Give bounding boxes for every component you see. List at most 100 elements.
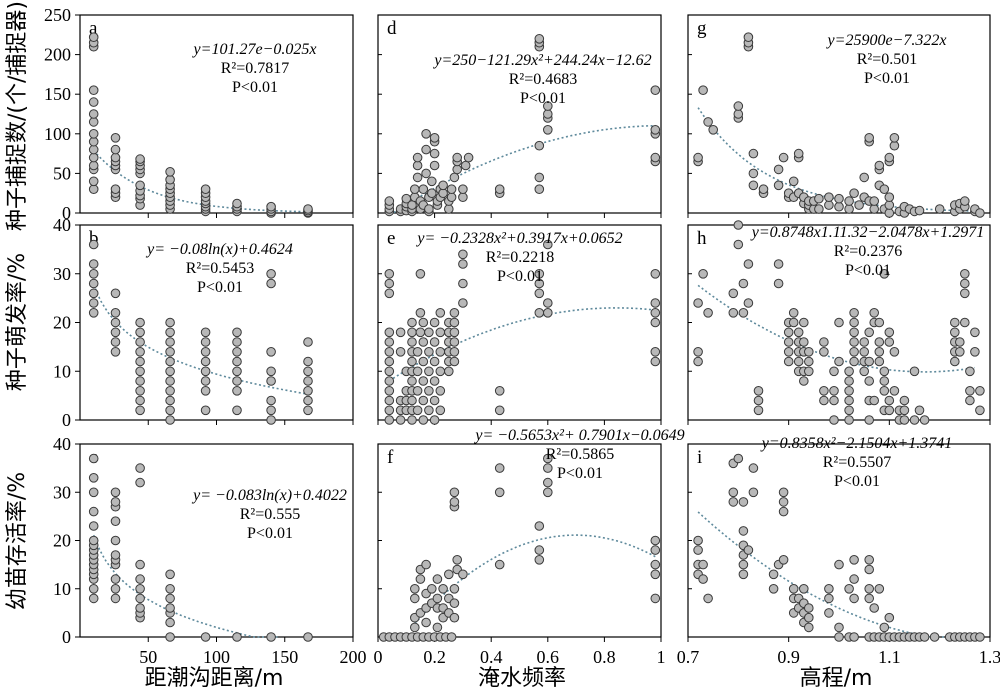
data-point [534,521,545,531]
data-point [110,337,121,347]
data-point [829,415,839,425]
data-point [738,497,749,507]
x-tick-label: 50 [139,647,157,667]
data-point [165,405,175,416]
data-point [874,356,885,367]
panel-letter: f [387,447,394,468]
data-point [960,288,970,299]
data-point [778,555,789,565]
data-point [432,574,443,584]
data-point [650,269,661,279]
data-point [421,168,431,179]
data-point [449,487,460,498]
data-point [814,193,824,204]
data-point [449,356,460,367]
data-point [165,593,175,604]
data-point [824,192,834,202]
regression-equation: y= −0.5653x²+ 0.7901x−0.0649 [473,427,684,444]
data-point [650,85,661,95]
regression-equation: y=250−121.29x²+244.24x−12.62 [432,52,651,69]
data-point [412,160,423,171]
data-point [914,205,925,216]
data-point [384,356,395,367]
data-point [200,356,211,367]
data-point [384,196,395,206]
x-axis-label-distance: 距潮沟距离/m [145,666,284,691]
data-point [200,184,211,194]
r-squared-label: R²=0.501 [857,51,918,68]
data-point [135,347,145,357]
trend-line [411,534,656,628]
data-point [650,298,661,308]
data-point [849,356,859,367]
data-point [874,584,885,594]
data-point [458,249,468,260]
data-point [200,632,211,642]
panel-c: 01020304050100150200cy= −0.083ln(x)+0.40… [53,434,367,667]
data-point [266,269,276,279]
x-tick-label: 1.1 [878,647,901,667]
data-point [975,632,985,642]
data-point [534,184,545,194]
data-point [88,184,99,194]
data-point [899,405,910,416]
y-tick-label: 40 [53,215,71,235]
data-point [834,559,844,570]
plot-frame [79,443,354,638]
data-point [266,395,276,406]
data-point [889,347,900,357]
data-point [165,366,175,377]
data-point [135,603,145,613]
data-point [438,180,448,191]
data-point [884,152,895,163]
data-point [733,220,744,230]
data-point [407,337,417,347]
data-point [543,308,553,318]
data-point [884,337,895,347]
data-point [884,200,895,210]
y-tick-label: 10 [53,579,71,599]
data-point [733,101,744,111]
data-point [135,327,145,338]
data-point [534,172,545,183]
data-point [829,386,839,396]
data-point [232,337,242,347]
data-point [88,129,99,139]
plot-frame [377,443,662,638]
data-point [748,487,759,498]
data-point [165,327,175,338]
panel-letter: a [89,18,98,39]
x-tick-label: 0.7 [677,647,700,667]
data-point [799,376,809,386]
data-point [950,356,960,367]
data-point [429,415,440,425]
data-point [743,259,754,269]
trend-line [697,511,950,638]
data-point [849,317,859,328]
panel-i: 0.7 0.9 1.1 1.3 i y=0.8358x²−2.1504x+1.3741 R²… [677,435,1000,667]
data-point [864,415,875,425]
data-point [200,337,211,347]
data-point [410,184,420,194]
data-point [449,327,460,338]
data-point [384,405,395,416]
data-point [753,405,764,416]
data-point [543,298,553,308]
data-point [543,463,553,473]
p-value-label: P<0.01 [864,70,910,87]
panel-letter: i [697,447,702,468]
data-point [788,176,799,187]
y-tick-label: 0 [62,203,71,223]
data-point [650,125,661,135]
data-point [768,569,779,580]
data-point [864,133,875,143]
data-point [165,317,175,328]
data-point [543,125,553,135]
data-point [384,347,395,357]
panel-letter: d [387,18,397,39]
data-point [421,559,431,570]
y-tick-label: 200 [44,45,71,65]
data-point [965,386,975,396]
data-point [975,405,985,416]
data-point [534,269,545,279]
